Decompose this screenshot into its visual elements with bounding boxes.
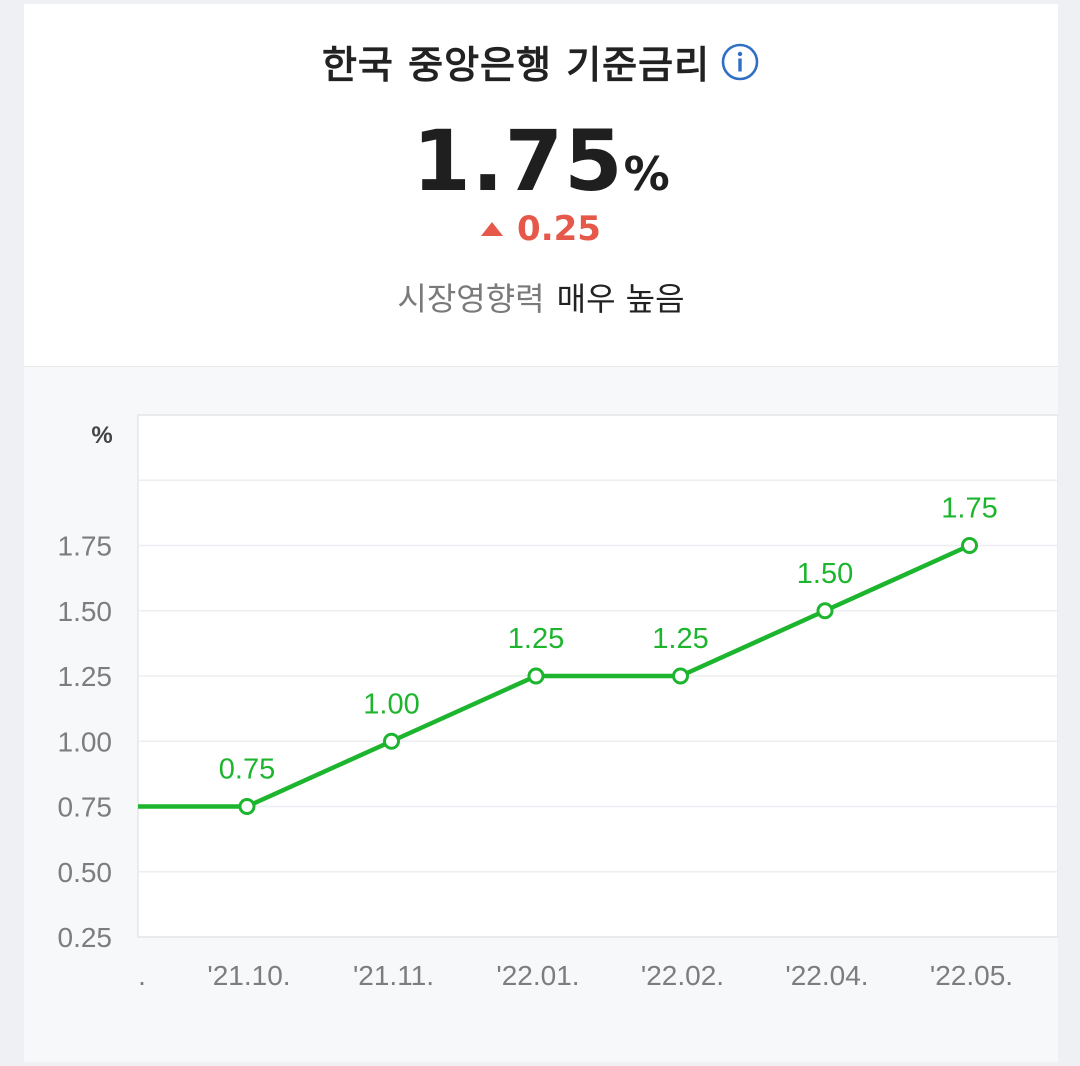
impact-value: 매우 높음	[556, 280, 685, 318]
market-impact: 시장영향력 매우 높음	[24, 274, 1058, 320]
y-tick-label: 0.50	[58, 857, 113, 888]
chart-area: % 1.75 1.50 1.25 1.00 0.75 0.50 0.25. '21.10. '21…	[24, 367, 1059, 1062]
x-tick-label: '22.01.	[496, 960, 579, 991]
data-label: 0.75	[219, 754, 275, 786]
y-tick-label: 1.50	[58, 596, 113, 627]
data-point	[961, 537, 978, 554]
y-axis-unit-label: %	[91, 422, 112, 449]
data-label: 1.25	[652, 623, 708, 655]
impact-label: 시장영향력	[397, 280, 545, 318]
rate-unit: %	[623, 147, 670, 201]
rate-change: 0.25	[24, 209, 1058, 249]
x-tick-label: '22.05.	[930, 960, 1013, 991]
y-tick-label: 1.75	[58, 531, 113, 562]
y-tick-label: 1.25	[58, 661, 113, 692]
rate-card: 한국 중앙은행 기준금리 1.75% 0.25 시장영향력 매우 높음 % 1.75…	[24, 4, 1059, 1062]
page-title: 한국 중앙은행 기준금리	[321, 43, 711, 87]
y-tick-label: 0.25	[58, 922, 113, 953]
rate-line-chart: % 1.75 1.50 1.25 1.00 0.75 0.50 0.25. '21.10. '21…	[58, 414, 1059, 991]
data-point	[527, 667, 545, 685]
up-triangle-icon	[481, 222, 504, 236]
data-label: 1.00	[363, 688, 419, 720]
data-point	[672, 667, 689, 685]
data-label: 1.50	[797, 558, 853, 590]
rate-summary: 한국 중앙은행 기준금리 1.75% 0.25 시장영향력 매우 높음	[24, 4, 1058, 367]
change-value: 0.25	[517, 209, 601, 249]
x-tick-label: '22.04.	[785, 960, 868, 991]
data-point	[238, 798, 256, 815]
x-tick-label: '21.11.	[353, 960, 434, 991]
rate-value: 1.75	[412, 112, 624, 210]
info-icon[interactable]	[720, 42, 760, 82]
data-label: 1.75	[941, 493, 997, 525]
x-tick-label: '21.10.	[207, 960, 290, 991]
x-tick-label: .	[138, 960, 146, 991]
data-point	[816, 602, 834, 620]
x-tick-label: '22.02.	[641, 960, 724, 991]
y-tick-label: 0.75	[58, 792, 113, 823]
title-row: 한국 중앙은행 기준금리	[24, 34, 1058, 89]
data-label: 1.25	[508, 623, 564, 655]
y-tick-label: 1.00	[58, 726, 113, 757]
data-point	[383, 732, 400, 750]
current-rate: 1.75%	[24, 112, 1058, 210]
